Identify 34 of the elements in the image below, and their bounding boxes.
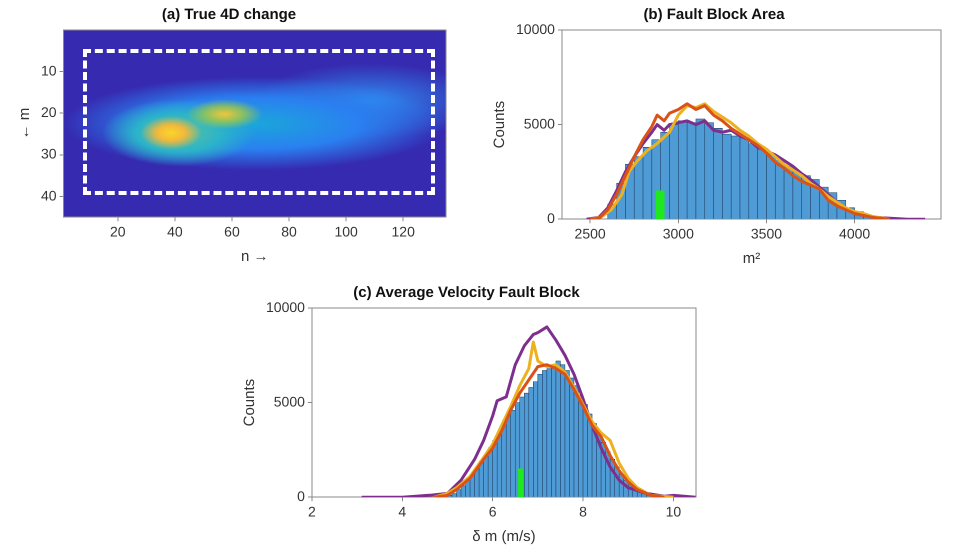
x-tick-label: 3000 bbox=[662, 225, 694, 242]
x-tick-label: 3500 bbox=[750, 225, 782, 242]
chart-title: (c) Average Velocity Fault Block bbox=[353, 284, 580, 302]
x-tick-label: 120 bbox=[392, 223, 416, 240]
x-tick-label: 4 bbox=[398, 503, 406, 520]
x-axis-title: δ m (m/s) bbox=[472, 528, 536, 546]
y-tick-label: 20 bbox=[40, 104, 57, 120]
y-tick-label: 10000 bbox=[516, 20, 556, 37]
y-tick-label: 5000 bbox=[274, 393, 306, 410]
x-tick-label: 40 bbox=[167, 223, 183, 240]
y-tick-label: 0 bbox=[547, 210, 556, 226]
x-tick-label: 60 bbox=[224, 223, 240, 240]
y-tick-label: 10 bbox=[40, 62, 57, 78]
y-tick-label: 0 bbox=[297, 488, 306, 504]
x-tick-label: 10 bbox=[666, 503, 682, 520]
x-tick-label: 80 bbox=[281, 223, 298, 240]
x-axis-title: n → bbox=[241, 248, 269, 266]
y-tick-label: 5000 bbox=[524, 115, 556, 132]
x-axis-title: m² bbox=[742, 250, 760, 268]
x-tick-label: 20 bbox=[110, 223, 126, 240]
x-tick-label: 8 bbox=[579, 503, 588, 520]
y-tick-label: 40 bbox=[40, 187, 57, 204]
y-axis-title: ← m bbox=[16, 108, 34, 140]
y-tick-label: 30 bbox=[40, 146, 57, 162]
y-tick-label: 10000 bbox=[266, 298, 306, 315]
y-axis-title: Counts bbox=[241, 378, 258, 426]
x-tick-label: 2500 bbox=[574, 225, 606, 242]
chart-title: (a) True 4D change bbox=[162, 6, 296, 24]
x-tick-label: 2 bbox=[308, 503, 316, 520]
x-tick-label: 4000 bbox=[839, 225, 870, 242]
chart-title: (b) Fault Block Area bbox=[643, 6, 786, 24]
y-axis-title: Counts bbox=[491, 100, 508, 148]
x-tick-label: 100 bbox=[334, 223, 358, 240]
x-tick-label: 6 bbox=[488, 503, 497, 520]
